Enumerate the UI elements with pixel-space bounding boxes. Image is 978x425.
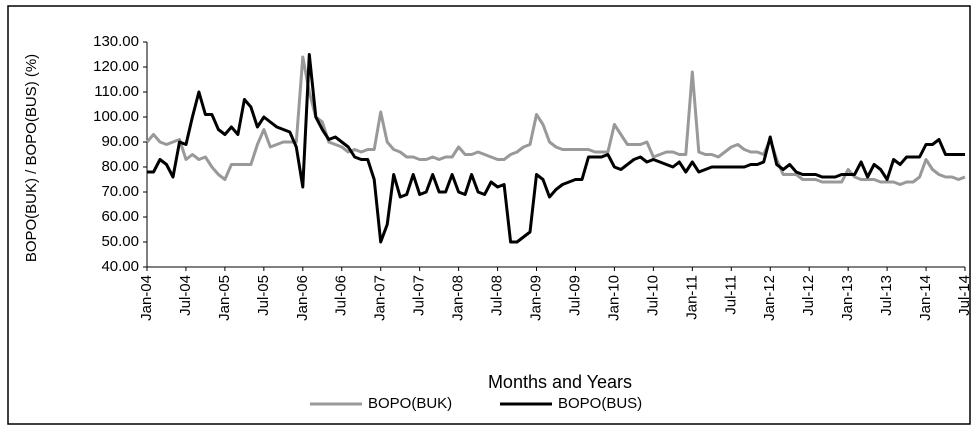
x-tick-label: Jan-06 (294, 275, 311, 321)
y-tick-label: 90.00 (101, 133, 139, 150)
x-tick-label: Jul-10 (644, 275, 661, 316)
x-tick-label: Jan-14 (917, 275, 934, 321)
x-tick-label: Jul-07 (411, 275, 428, 316)
y-tick-label: 130.00 (93, 33, 139, 50)
x-tick-label: Jan-13 (839, 275, 856, 321)
x-tick-label: Jul-11 (722, 275, 739, 315)
chart-border (7, 5, 971, 425)
x-tick-label: Jul-09 (566, 275, 583, 316)
x-tick-label: Jan-12 (761, 275, 778, 321)
y-tick-label: 120.00 (93, 58, 139, 75)
y-tick-label: 50.00 (101, 233, 139, 250)
y-tick-label: 80.00 (101, 158, 139, 175)
y-tick-label: 110.00 (94, 83, 139, 100)
x-tick-label: Jan-07 (372, 275, 389, 321)
series-line (147, 53, 965, 244)
x-tick-label: Jan-04 (138, 275, 155, 321)
x-tick-label: Jan-11 (683, 275, 700, 320)
x-tick-label: Jul-12 (800, 275, 817, 316)
x-tick-label: Jul-04 (177, 275, 194, 316)
x-tick-label: Jul-14 (956, 275, 973, 316)
x-tick-label: Jul-06 (333, 275, 350, 316)
x-axis-label: Months and Years (488, 372, 632, 392)
x-tick-label: Jan-09 (527, 275, 544, 321)
series-line (145, 55, 966, 186)
y-tick-label: 60.00 (101, 208, 139, 225)
legend-label: BOPO(BUK) (368, 395, 452, 412)
x-tick-label: Jan-05 (216, 275, 233, 321)
x-tick-label: Jan-10 (605, 275, 622, 321)
x-tick-label: Jul-05 (255, 275, 272, 316)
y-tick-label: 70.00 (101, 183, 139, 200)
y-tick-label: 100.00 (93, 108, 139, 125)
x-tick-label: Jul-13 (878, 275, 895, 316)
x-tick-label: Jan-08 (450, 275, 467, 321)
y-tick-label: 40.00 (101, 258, 139, 275)
legend-label: BOPO(BUS) (558, 395, 642, 412)
x-tick-label: Jul-08 (489, 275, 506, 316)
y-axis-label: BOPO(BUK) / BOPO(BUS) (%) (23, 54, 40, 262)
